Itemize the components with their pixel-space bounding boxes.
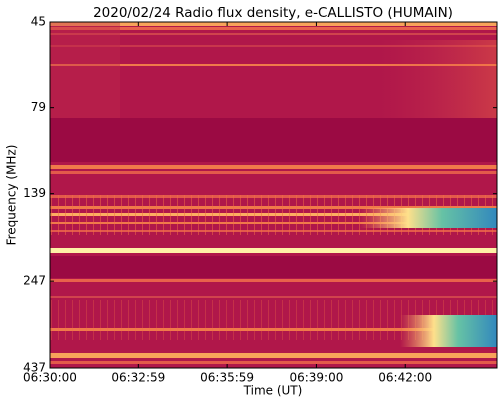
y-tick-label: 247 xyxy=(23,274,46,288)
spectrogram-band xyxy=(50,33,497,35)
spectrogram-burst xyxy=(380,40,497,120)
spectrogram xyxy=(50,22,497,368)
spectrogram-band xyxy=(50,248,497,253)
y-tick-label: 79 xyxy=(31,100,46,114)
spectrogram-band xyxy=(50,22,497,26)
plot-frame xyxy=(49,21,498,369)
spectrogram-band xyxy=(50,45,497,47)
spectrogram-band xyxy=(50,27,497,30)
y-tick-label: 45 xyxy=(31,15,46,29)
x-tick-label: 06:35:59 xyxy=(200,371,254,385)
spectrogram-band xyxy=(50,64,497,66)
spectrogram-band xyxy=(50,361,497,364)
y-tick-label: 437 xyxy=(23,361,46,375)
spectrogram-band xyxy=(50,22,120,118)
x-tick-label: 06:30:00 xyxy=(23,371,77,385)
spectrogram-band xyxy=(50,296,497,298)
spectrogram-band xyxy=(50,118,497,162)
spectrogram-burst xyxy=(400,315,497,347)
y-tick-label: 139 xyxy=(23,186,46,200)
spectrogram-band xyxy=(50,171,497,174)
spectrogram-band xyxy=(50,256,497,278)
y-axis-label: Frequency (MHz) xyxy=(5,145,19,246)
chart-title: 2020/02/24 Radio flux density, e-CALLIST… xyxy=(93,5,453,21)
x-axis-label: Time (UT) xyxy=(243,384,303,398)
x-tick-label: 06:39:00 xyxy=(289,371,343,385)
x-tick-label: 06:32:59 xyxy=(111,371,165,385)
spectrogram-band xyxy=(50,279,497,282)
spectrogram-band xyxy=(50,353,497,358)
spectrogram-burst xyxy=(360,208,497,228)
x-tick-label: 06:42:00 xyxy=(378,371,432,385)
spectrogram-band xyxy=(50,165,497,169)
